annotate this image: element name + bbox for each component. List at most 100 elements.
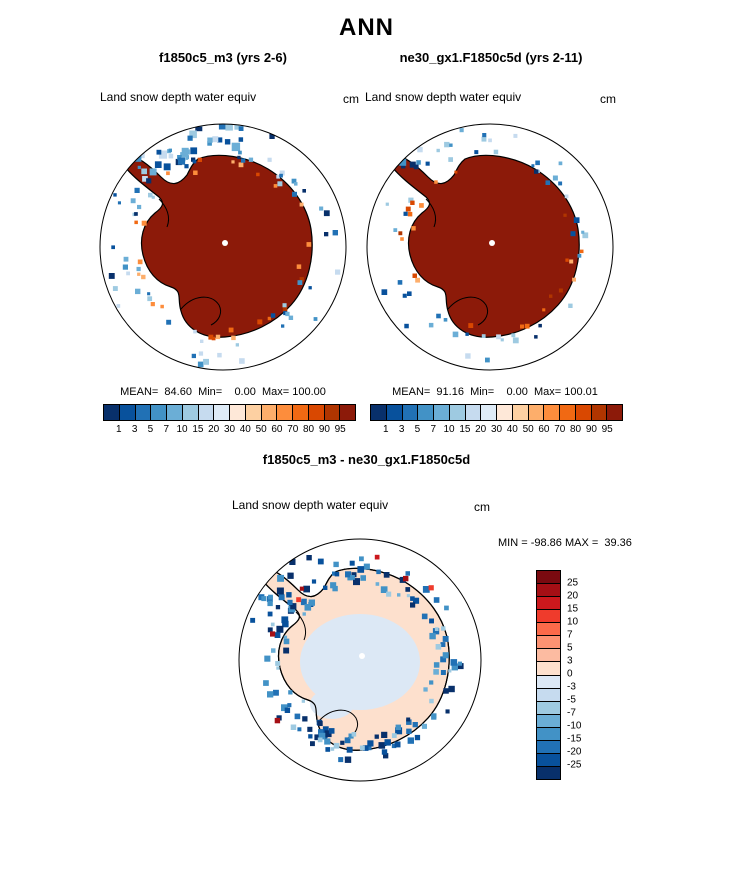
grid-cell-speckle (274, 717, 281, 724)
colorbar-tick-label: 50 (255, 424, 267, 435)
grid-cell-speckle (403, 211, 408, 216)
grid-cell-speckle (130, 198, 136, 204)
grid-cell-speckle (582, 232, 589, 239)
grid-cell-speckle (344, 737, 351, 744)
grid-cell-speckle (359, 745, 365, 751)
grid-cell-speckle (577, 253, 582, 258)
grid-cell-speckle (443, 318, 448, 322)
grid-cell-speckle (322, 726, 329, 733)
grid-cell-speckle (296, 264, 302, 269)
grid-cell-speckle (346, 746, 353, 753)
grid-cell-speckle (410, 596, 415, 601)
grid-cell-speckle (238, 126, 244, 131)
grid-cell-speckle (399, 158, 407, 166)
grid-cell-speckle (300, 600, 306, 606)
colorbar-tick-label: -7 (567, 707, 576, 719)
colorbar-segment (151, 405, 167, 420)
grid-cell-speckle (270, 622, 275, 627)
grid-cell-speckle (195, 124, 203, 132)
colorbar-segment (198, 405, 215, 420)
grid-cell-speckle (391, 743, 397, 749)
colorbar-tick-label: 70 (554, 424, 566, 435)
grid-cell-speckle (274, 632, 281, 638)
map-content (250, 554, 464, 763)
grid-cell-speckle (134, 220, 138, 225)
grid-cell-speckle (407, 737, 414, 744)
grid-cell-speckle (275, 661, 281, 666)
grid-cell-speckle (383, 572, 390, 578)
grid-cell-speckle (408, 197, 414, 203)
grid-cell-speckle (273, 689, 279, 696)
map-content (108, 124, 341, 368)
grid-cell-speckle (168, 148, 172, 152)
colorbar-segment (591, 405, 608, 420)
grid-cell-speckle (184, 164, 189, 169)
grid-cell-speckle (306, 555, 312, 561)
grid-cell-speckle (335, 269, 341, 275)
grid-cell-speckle (283, 635, 288, 639)
grid-cell-speckle (367, 745, 372, 751)
colorbar-tick-label: 10 (567, 616, 579, 628)
pole-hole-dot (359, 653, 365, 659)
colorbar-tick-label: 5 (147, 424, 154, 435)
grid-cell-speckle (302, 716, 308, 722)
colorbar-tick-label: 10 (176, 424, 188, 435)
grid-cell-speckle (207, 137, 213, 143)
grid-cell-speckle (419, 203, 424, 208)
grid-cell-speckle (217, 352, 222, 358)
grid-cell-speckle (451, 664, 458, 671)
colorbar-segment (537, 727, 560, 741)
units-label-right: cm (600, 92, 616, 106)
grid-cell-speckle (270, 631, 276, 637)
grid-cell-speckle (441, 626, 446, 631)
grid-cell-speckle (135, 288, 141, 295)
grid-cell-speckle (334, 571, 340, 577)
map-diff (238, 538, 482, 782)
grid-cell-speckle (448, 669, 452, 673)
grid-cell-speckle (268, 594, 273, 600)
grid-cell-speckle (137, 272, 141, 276)
ice-shelf-line (158, 198, 170, 228)
grid-cell-speckle (564, 194, 569, 199)
colorbar-diff-bar (536, 570, 561, 780)
grid-cell-speckle (444, 605, 449, 611)
grid-cell-speckle (267, 691, 274, 698)
grid-cell-speckle (267, 316, 272, 321)
colorbar-tick-label: -25 (567, 759, 582, 771)
grid-cell-speckle (417, 146, 423, 153)
grid-cell-speckle (276, 625, 284, 633)
grid-cell-speckle (269, 133, 275, 139)
grid-cell-speckle (363, 563, 370, 570)
grid-cell-speckle (279, 170, 285, 176)
grid-cell-speckle (357, 566, 365, 573)
variable-label-right: Land snow depth water equiv (365, 90, 522, 104)
grid-cell-speckle (444, 141, 450, 148)
grid-cell-speckle (299, 586, 304, 591)
grid-cell-speckle (288, 315, 294, 320)
grid-cell-speckle (116, 304, 121, 308)
grid-cell-speckle (412, 273, 417, 278)
colorbar-tick-label: 15 (192, 424, 204, 435)
grid-cell-speckle (282, 620, 289, 628)
colorbar-segment (214, 405, 230, 420)
grid-cell-speckle (136, 266, 141, 272)
grid-cell-speckle (267, 157, 272, 162)
grid-cell-speckle (256, 172, 260, 177)
grid-cell-speckle (448, 685, 455, 693)
grid-cell-speckle (166, 171, 170, 176)
grid-cell-speckle (197, 361, 204, 368)
colorbar-tick-label: 1 (383, 424, 389, 435)
grid-cell-speckle (542, 308, 546, 312)
grid-cell-speckle (552, 175, 558, 181)
grid-cell-speckle (207, 141, 212, 146)
grid-cell-speckle (344, 756, 352, 763)
colorbar-tick-label: 20 (567, 590, 579, 602)
ice-shelf-line (295, 611, 307, 641)
grid-cell-speckle (282, 303, 287, 308)
grid-cell-speckle (147, 296, 153, 302)
grid-cell-speckle (134, 212, 138, 216)
grid-cell-speckle (317, 737, 323, 743)
grid-cell-speckle (228, 327, 234, 333)
grid-cell-speckle (218, 124, 227, 130)
grid-cell-speckle (235, 343, 239, 347)
